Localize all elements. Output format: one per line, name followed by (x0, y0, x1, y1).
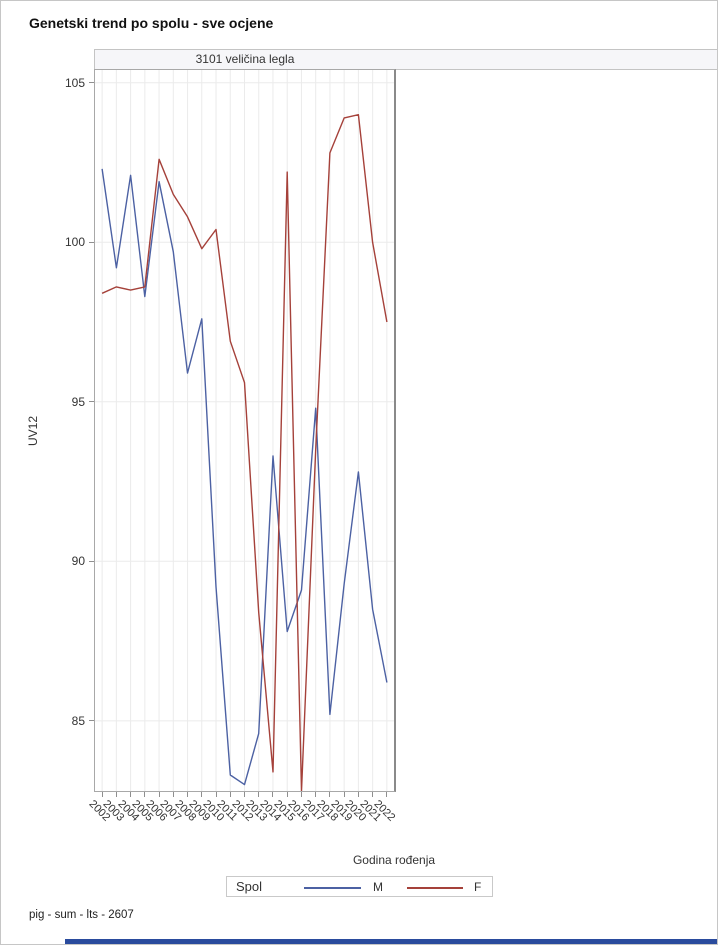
y-tick-label: 90 (71, 554, 85, 569)
panel-header-empty (395, 49, 717, 70)
x-tick (144, 792, 146, 797)
legend-line-sample-m (304, 887, 361, 889)
x-tick (115, 792, 117, 797)
legend-label-f: F (474, 880, 482, 894)
x-tick (357, 792, 359, 797)
legend-label-m: M (373, 880, 383, 894)
x-tick (343, 792, 345, 797)
x-axis-title: Godina rođenja (352, 853, 436, 867)
y-tick (89, 560, 94, 562)
y-tick (89, 720, 94, 722)
y-tick (89, 401, 94, 403)
series-plot-svg (95, 70, 394, 791)
plot-area (94, 69, 396, 792)
x-tick (215, 792, 217, 797)
legend-line-sample-f (407, 887, 463, 889)
graph-title: Genetski trend po spolu - sve ocjene (29, 15, 274, 31)
x-tick (229, 792, 231, 797)
x-tick (272, 792, 274, 797)
legend-title: Spol (236, 879, 263, 894)
footer-note: pig - sum - lts - 2607 (29, 909, 134, 921)
y-tick-label: 100 (64, 235, 85, 250)
x-tick (372, 792, 374, 797)
x-tick (201, 792, 203, 797)
y-tick (89, 241, 94, 243)
x-tick (158, 792, 160, 797)
legend: Spol M F (226, 876, 493, 897)
x-tick (172, 792, 174, 797)
series-line-f (101, 114, 388, 791)
y-tick-label: 85 (71, 713, 85, 728)
x-tick (101, 792, 103, 797)
panel-header-litter-size: 3101 veličina legla (94, 49, 396, 70)
x-tick (386, 792, 388, 797)
x-tick (329, 792, 331, 797)
x-tick (315, 792, 317, 797)
series-line-m (101, 168, 388, 786)
x-tick (130, 792, 132, 797)
x-tick (244, 792, 245, 797)
y-tick-label: 105 (64, 75, 85, 90)
y-tick (89, 82, 94, 84)
x-tick (258, 792, 260, 797)
y-axis-title: UV12 (26, 415, 40, 447)
y-tick-label: 95 (71, 394, 85, 409)
x-tick (300, 792, 302, 797)
x-tick (286, 792, 288, 797)
bottom-accent-bar (65, 939, 717, 944)
x-tick (187, 792, 189, 797)
